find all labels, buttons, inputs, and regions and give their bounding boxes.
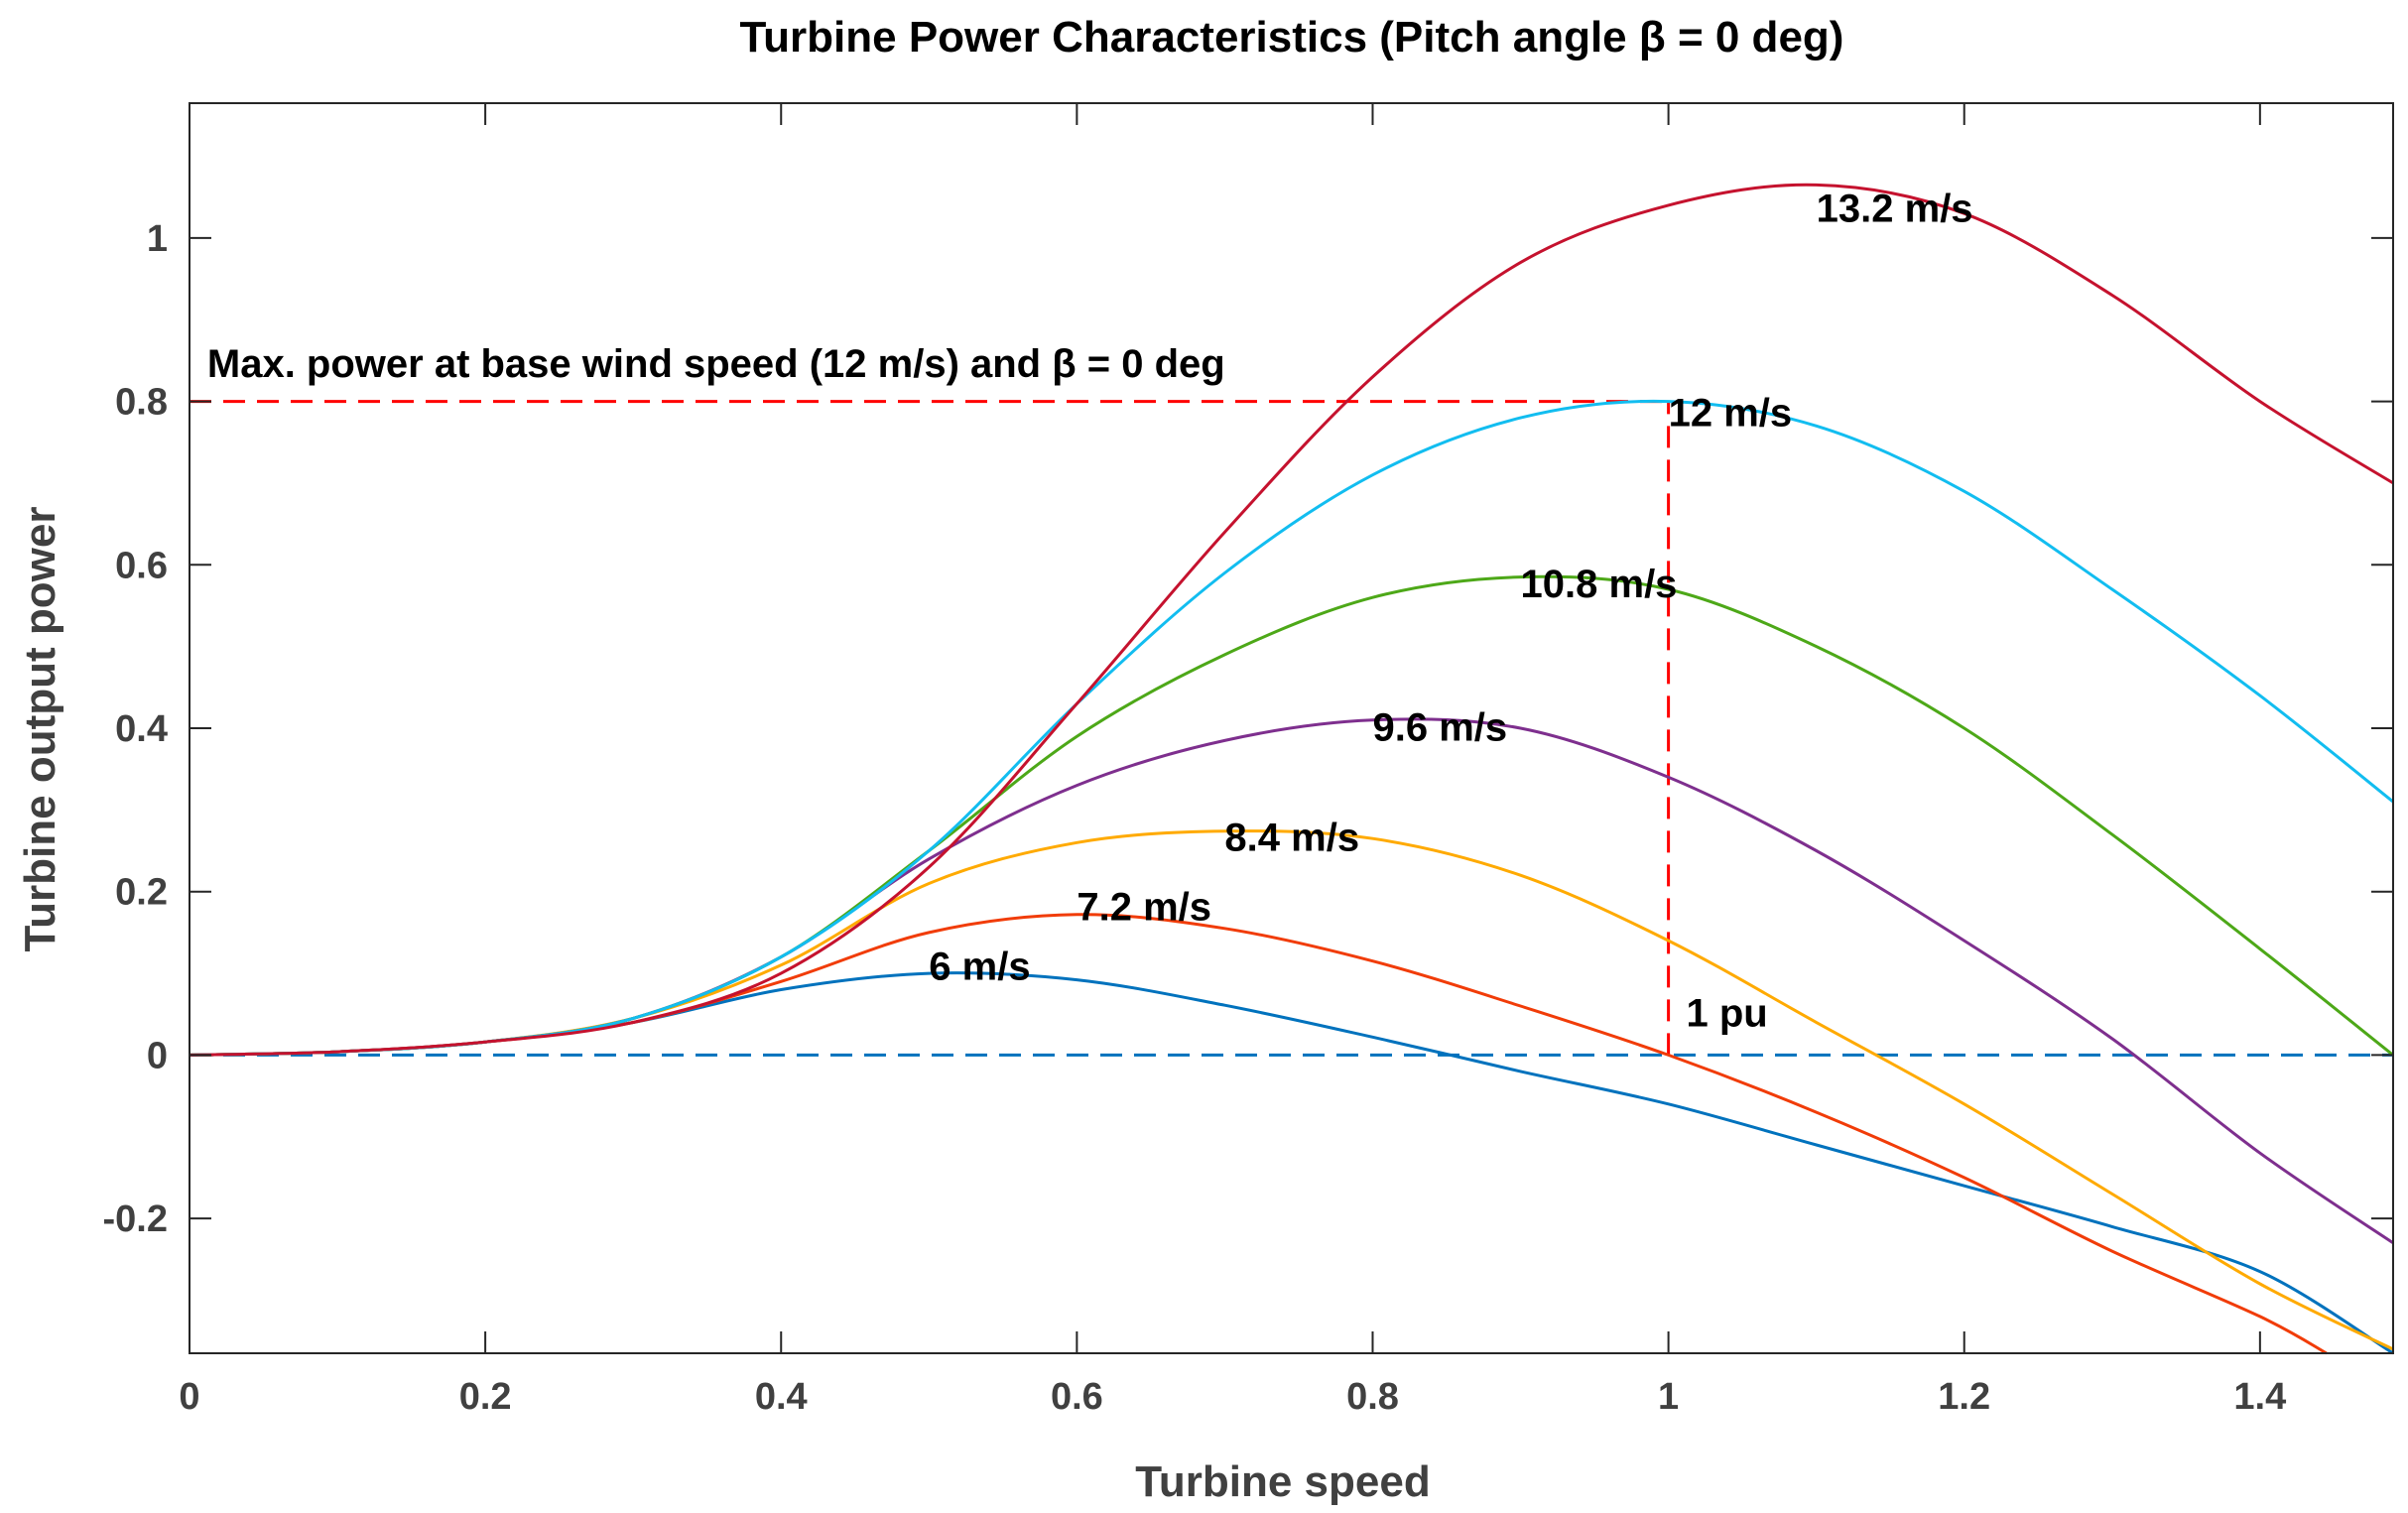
x-axis-ticks: 0 0.2 0.4 0.6 0.8 1 1.2 1.4 bbox=[179, 103, 2286, 1418]
y-axis-ticks: -0.2 0 0.2 0.4 0.6 0.8 1 bbox=[103, 218, 2393, 1240]
series-labels: 6 m/s 7.2 m/s 8.4 m/s 9.6 m/s 10.8 m/s 12 m/s… bbox=[929, 187, 1972, 988]
y-tick-label: 0.6 bbox=[115, 545, 168, 586]
annotations: Max. power at base wind speed (12 m/s) a… bbox=[207, 342, 1768, 1036]
max-power-annotation: Max. power at base wind speed (12 m/s) a… bbox=[207, 342, 1225, 386]
series-label-13-2-m-s: 13.2 m/s bbox=[1817, 187, 1973, 230]
series-label-7-2-m-s: 7.2 m/s bbox=[1077, 886, 1211, 930]
chart-title: Turbine Power Characteristics (Pitch ang… bbox=[740, 13, 1844, 62]
y-tick-label: 0.2 bbox=[115, 872, 168, 914]
series-label-12-m-s: 12 m/s bbox=[1669, 391, 1793, 435]
series-label-6-m-s: 6 m/s bbox=[929, 946, 1030, 989]
series-lines bbox=[189, 183, 2394, 1355]
reference-lines bbox=[190, 400, 2393, 1057]
x-tick-label: 0.6 bbox=[1051, 1376, 1103, 1418]
x-tick-label: 0.2 bbox=[459, 1376, 512, 1418]
series-line-13-2-m-s bbox=[189, 183, 2394, 1057]
y-tick-label: -0.2 bbox=[103, 1198, 168, 1240]
y-tick-label: 0.8 bbox=[115, 382, 168, 424]
x-tick-label: 1 bbox=[1658, 1376, 1679, 1418]
series-label-9-6-m-s: 9.6 m/s bbox=[1372, 705, 1507, 749]
x-tick-label: 0.4 bbox=[755, 1376, 808, 1418]
series-line-12-m-s bbox=[189, 399, 2394, 1057]
y-axis-title: Turbine output power bbox=[16, 507, 64, 952]
x-tick-label: 0 bbox=[179, 1376, 199, 1418]
series-label-10-8-m-s: 10.8 m/s bbox=[1521, 563, 1678, 606]
y-tick-label: 0.4 bbox=[115, 708, 168, 750]
series-label-8-4-m-s: 8.4 m/s bbox=[1224, 817, 1359, 860]
x-tick-label: 1.4 bbox=[2233, 1376, 2286, 1418]
x-tick-label: 1.2 bbox=[1938, 1376, 1990, 1418]
y-tick-label: 1 bbox=[147, 218, 168, 260]
one-pu-annotation: 1 pu bbox=[1686, 992, 1767, 1036]
x-tick-label: 0.8 bbox=[1346, 1376, 1399, 1418]
y-tick-label: 0 bbox=[147, 1035, 168, 1076]
x-axis-title: Turbine speed bbox=[1135, 1457, 1430, 1506]
